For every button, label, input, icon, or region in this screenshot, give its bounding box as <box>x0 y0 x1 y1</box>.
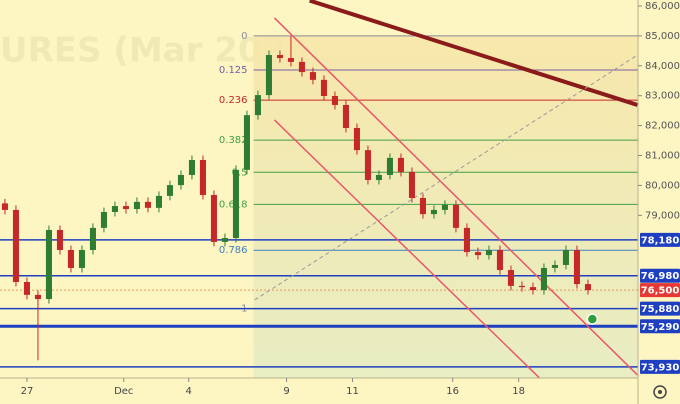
candle-body <box>507 270 514 286</box>
candle-body <box>232 169 239 239</box>
candle-body <box>89 227 96 251</box>
candle-body <box>23 282 30 295</box>
y-tick-label: 83,000 <box>645 91 680 102</box>
candle-body <box>342 104 349 128</box>
y-tick-label: 79,000 <box>645 210 680 221</box>
x-tick-label: 18 <box>512 386 525 397</box>
candle-body <box>100 212 107 228</box>
candle-body <box>364 150 371 181</box>
candle-body <box>408 171 415 198</box>
price-box-label: 75,880 <box>641 304 680 315</box>
fib-label: 0.382 <box>219 135 248 146</box>
candle-body <box>298 61 305 73</box>
price-box <box>640 319 680 334</box>
x-tick-label: 4 <box>185 386 191 397</box>
price-box-label: 76,980 <box>641 271 680 282</box>
candle-body <box>210 194 217 242</box>
candle-body <box>529 287 536 291</box>
marker <box>586 313 599 325</box>
candle-body <box>452 204 459 228</box>
price-box <box>640 283 680 298</box>
price-box <box>640 301 680 316</box>
price-box <box>640 232 680 247</box>
candle-body <box>331 95 338 105</box>
fib-label: 0.786 <box>219 245 248 256</box>
candle-body <box>353 127 360 151</box>
candle-body <box>166 185 173 196</box>
candle-body <box>177 174 184 186</box>
candle-body <box>375 174 382 181</box>
candle-body <box>78 250 85 268</box>
price-box-label: 76,500 <box>641 286 680 297</box>
candle-body <box>397 157 404 172</box>
y-tick-label: 81,000 <box>645 151 680 162</box>
candle-body <box>518 285 525 288</box>
candle-body <box>474 252 481 256</box>
candle-body <box>221 238 228 242</box>
candle-body <box>133 201 140 210</box>
fib-label: 0.5 <box>232 167 248 178</box>
x-tick-label: 11 <box>346 386 359 397</box>
candle-body <box>122 206 129 210</box>
candle-body <box>188 159 195 175</box>
trendline <box>273 119 541 378</box>
x-tick-label: Dec <box>114 386 133 397</box>
candle-body <box>243 115 250 170</box>
x-tick-label: 9 <box>283 386 289 397</box>
axes: 86,000 85,000 84,000 83,000 82,000 81,000 80,0… <box>21 1 680 397</box>
candle-body <box>485 250 492 256</box>
candle-body <box>540 267 547 291</box>
price-box <box>640 359 680 374</box>
candle-body <box>463 227 470 253</box>
y-tick-label: 80,000 <box>645 180 680 191</box>
candle-body <box>67 250 74 268</box>
candle-body <box>144 201 151 208</box>
price-box-label: 75,290 <box>641 322 680 333</box>
y-tick-label: 84,000 <box>645 61 680 72</box>
candle-body <box>419 197 426 215</box>
trendline <box>254 54 638 301</box>
fib-label: 0 <box>241 31 247 42</box>
candle-body <box>254 95 261 116</box>
candle-body <box>551 264 558 268</box>
candle-body <box>155 195 162 208</box>
candle-body <box>386 157 393 175</box>
trendline <box>273 17 638 376</box>
candle-body <box>111 206 118 213</box>
x-tick-label: 16 <box>446 386 459 397</box>
candle-body <box>287 58 294 62</box>
candle-body <box>265 55 272 96</box>
candle-body <box>496 250 503 271</box>
candle-body <box>276 55 283 59</box>
x-tick-label: 27 <box>21 386 34 397</box>
candle-body <box>34 294 41 300</box>
candle-body <box>573 250 580 285</box>
price-box-label: 73,930 <box>641 362 680 373</box>
y-tick-label: 82,000 <box>645 121 680 132</box>
fib-label: 0.125 <box>219 65 248 76</box>
candle-body <box>199 159 206 195</box>
candle-body <box>309 72 316 80</box>
settings-icon[interactable] <box>653 385 667 399</box>
candle-body <box>562 250 569 265</box>
candle-body <box>56 229 63 251</box>
price-box <box>640 268 680 283</box>
candle-body <box>441 204 448 210</box>
y-tick-label: 85,000 <box>645 31 680 42</box>
candle-body <box>584 284 591 291</box>
trendline <box>309 0 638 107</box>
candle-body <box>12 209 19 283</box>
fib-label: 0.236 <box>219 95 248 106</box>
candle-body <box>320 79 327 96</box>
candle-body <box>430 209 437 215</box>
candle-body <box>45 229 52 300</box>
price-box-label: 78,180 <box>641 235 680 246</box>
y-tick-label: 86,000 <box>645 1 680 12</box>
candle-body <box>1 203 8 210</box>
